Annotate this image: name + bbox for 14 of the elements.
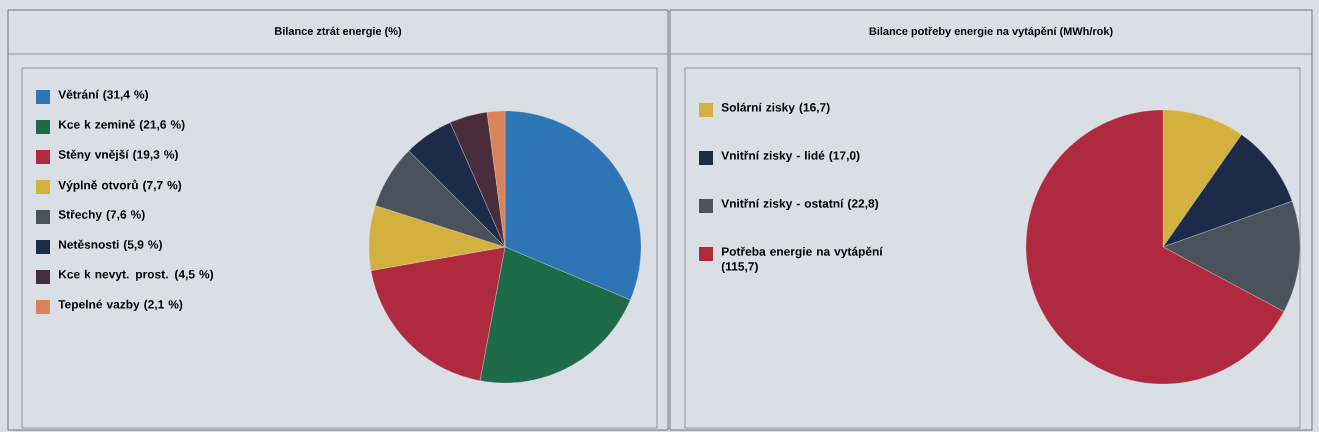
legend-label: Tepelné vazby (2,1 %) [58,299,183,311]
legend-label: Střechy (7,6 %) [58,209,145,222]
chart-title: Bilance ztrát energie (%) [275,26,402,38]
legend-label: Větrání (31,4 %) [58,89,148,102]
legend-label: Potřeba energie na vytápění (115,7) [721,246,883,274]
legend-label: Kce k nevyt. prost. (4,5 %) [59,269,214,281]
legend-label: Solární zisky (16,7) [721,102,830,114]
legend-label: Netěsnosti (5,9 %) [59,239,162,252]
legend-label: Stěny vnější (19,3 %) [58,149,178,162]
chart-title: Bilance potřeby energie na vytápění (MWh/rok) [869,26,1113,38]
legend-label: Vnitřní zisky - ostatní (22,8) [721,198,879,211]
legend-label: Vnitřní zisky - lidé (17,0) [721,150,860,163]
legend-label: Kce k zemině (21,6 %) [59,119,185,132]
legend-label: Výplně otvorů (7,7 %) [58,179,182,192]
